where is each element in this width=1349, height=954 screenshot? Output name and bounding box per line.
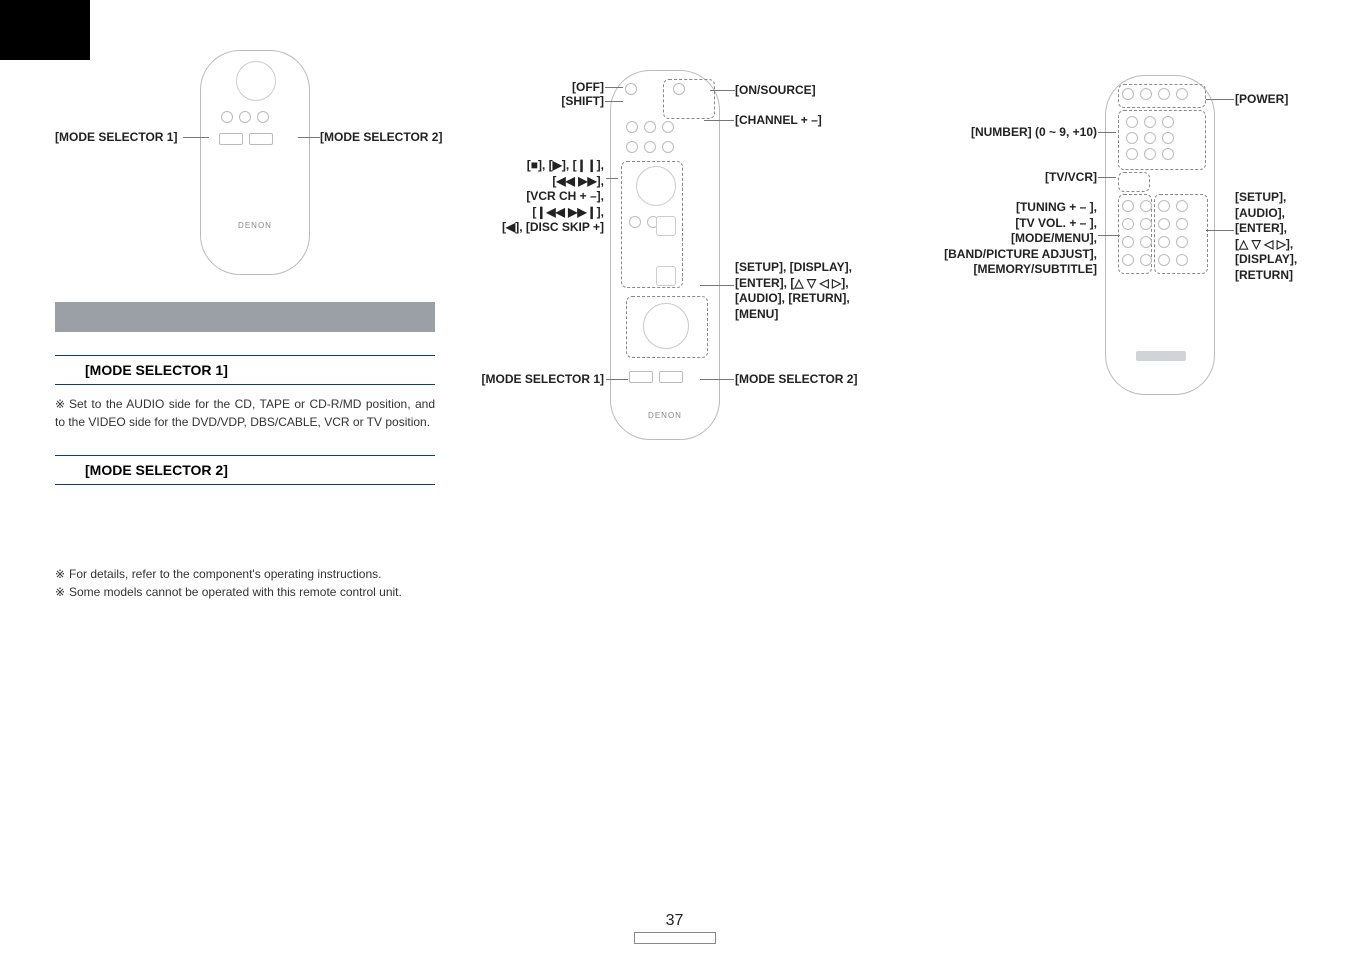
bullet-glyph-3: ※: [55, 583, 69, 601]
section1-body-text: Set to the AUDIO side for the CD, TAPE o…: [55, 397, 435, 429]
remote-center-dotted-top: [663, 79, 715, 119]
remote-center-brand: DENON: [611, 411, 719, 420]
remote-right-power-row: [1122, 88, 1188, 100]
right-tuning-l1: [TUNING + – ],: [944, 200, 1097, 216]
gray-category-bar: [55, 302, 435, 332]
note2-text: Some models cannot be operated with this…: [69, 585, 402, 599]
right-setup-l5: [DISPLAY],: [1235, 252, 1297, 268]
remote-center-setup-ring: [643, 303, 689, 349]
right-tuning-block: [TUNING + – ], [TV VOL. + – ], [MODE/MEN…: [944, 200, 1097, 278]
remote-center-row-3: [626, 141, 674, 153]
remote-right-num-2: [1126, 132, 1174, 144]
right-leader-number: [1098, 132, 1116, 133]
left-leader-2: [298, 137, 320, 138]
right-setup-l2: [AUDIO],: [1235, 206, 1297, 222]
center-on-source: [ON/SOURCE]: [735, 83, 816, 97]
center-mode-sel-1: [MODE SELECTOR 1]: [482, 372, 604, 386]
remote-left-brand: DENON: [201, 221, 309, 230]
remote-center-row-nav: [629, 216, 659, 228]
remote-right-num-3: [1126, 148, 1174, 160]
center-setup-l2a: [ENTER], [: [735, 276, 794, 290]
right-arrow-inline: △ ▽ ◁ ▷],: [1239, 237, 1293, 251]
page-number: 37: [634, 912, 716, 930]
bullet-glyph-2: ※: [55, 565, 69, 583]
right-leader-tvvcr: [1098, 177, 1116, 178]
remote-center-selector-row: [629, 371, 683, 383]
remote-center-down: [656, 266, 676, 286]
remote-center-up: [656, 216, 676, 236]
center-leader-msel1: [606, 379, 628, 380]
center-leader-setup: [700, 285, 734, 286]
center-setup-block: [SETUP], [DISPLAY], [ENTER], [△ ▽ ◁ ▷], …: [735, 260, 852, 322]
center-leader-msel2: [700, 379, 734, 380]
section2-title-text: [MODE SELECTOR 2]: [85, 462, 228, 478]
page-number-wrap: 37: [634, 912, 716, 944]
remote-right-dotted-tvvcr: [1118, 172, 1150, 192]
center-leader-transport: [606, 178, 618, 179]
center-leader-onsource: [710, 90, 735, 91]
center-leader-shift: [605, 101, 623, 102]
center-mode-sel-2: [MODE SELECTOR 2]: [735, 372, 857, 386]
remote-left-dial: [236, 61, 276, 101]
remote-right-row-t2: [1122, 218, 1188, 230]
left-mode-sel-2-label: [MODE SELECTOR 2]: [320, 130, 442, 144]
right-tuning-l4: [BAND/PICTURE ADJUST],: [944, 247, 1097, 263]
center-transport-l3: [VCR CH + –],: [502, 189, 604, 205]
right-tvvcr: [TV/VCR]: [1045, 170, 1097, 184]
right-leader-tuning: [1098, 235, 1120, 236]
left-leader-1: [183, 137, 209, 138]
center-setup-l1: [SETUP], [DISPLAY],: [735, 260, 852, 276]
right-power: [POWER]: [1235, 92, 1288, 106]
right-setup-l1: [SETUP],: [1235, 190, 1297, 206]
right-setup-l3: [ENTER],: [1235, 221, 1297, 237]
note1-text: For details, refer to the component's op…: [69, 567, 381, 581]
center-off: [OFF]: [572, 80, 604, 94]
bullet-glyph-1: ※: [55, 395, 69, 413]
section-heading-mode-sel-2: [MODE SELECTOR 2]: [55, 455, 435, 485]
right-setup-block: [SETUP], [AUDIO], [ENTER], [△ ▽ ◁ ▷], [D…: [1235, 190, 1297, 284]
notes-block: ※For details, refer to the component's o…: [55, 565, 475, 601]
center-transport-l4: [❙◀◀ ▶▶❙],: [502, 205, 604, 221]
center-transport-l2: [◀◀ ▶▶],: [502, 174, 604, 190]
section-heading-mode-sel-1: [MODE SELECTOR 1]: [55, 355, 435, 385]
remote-center-nav-circle: [636, 166, 676, 206]
center-setup-l3: [AUDIO], [RETURN],: [735, 291, 852, 307]
remote-left-selector-row: [219, 133, 273, 145]
remote-right: [1105, 75, 1215, 395]
right-leader-setup: [1206, 230, 1234, 231]
remote-right-row-t4: [1122, 254, 1188, 266]
remote-center: DENON: [610, 70, 720, 440]
center-channel: [CHANNEL + –]: [735, 113, 822, 127]
remote-right-plate: [1136, 351, 1186, 361]
right-tuning-l5: [MEMORY/SUBTITLE]: [944, 262, 1097, 278]
right-number: [NUMBER] (0 ~ 9, +10): [971, 125, 1097, 139]
section1-title-text: [MODE SELECTOR 1]: [85, 362, 228, 378]
remote-left: DENON: [200, 50, 310, 275]
right-leader-power: [1206, 99, 1234, 100]
center-shift: [SHIFT]: [561, 94, 604, 108]
center-transport-l1: [■], [▶], [❙❙],: [502, 158, 604, 174]
center-leader-channel: [704, 120, 734, 121]
remote-right-row-t3: [1122, 236, 1188, 248]
black-margin-tab: [0, 0, 90, 60]
left-mode-sel-1-label: [MODE SELECTOR 1]: [55, 130, 180, 144]
center-leader-off: [605, 87, 623, 88]
center-transport-block: [■], [▶], [❙❙], [◀◀ ▶▶], [VCR CH + –], […: [502, 158, 604, 236]
center-setup-l4: [MENU]: [735, 307, 852, 323]
right-tuning-l2: [TV VOL. + – ],: [944, 216, 1097, 232]
remote-center-row-2: [626, 121, 674, 133]
section1-body: ※Set to the AUDIO side for the CD, TAPE …: [55, 395, 435, 431]
remote-left-btns-1: [221, 111, 269, 123]
right-tuning-l3: [MODE/MENU],: [944, 231, 1097, 247]
center-transport-l5: [◀], [DISC SKIP +]: [502, 220, 604, 236]
remote-right-row-t1: [1122, 200, 1188, 212]
right-setup-l6: [RETURN]: [1235, 268, 1297, 284]
remote-right-num-1: [1126, 116, 1174, 128]
center-enter-arrows: △ ▽ ◁ ▷],: [794, 276, 848, 290]
page-number-underline: [634, 932, 716, 944]
